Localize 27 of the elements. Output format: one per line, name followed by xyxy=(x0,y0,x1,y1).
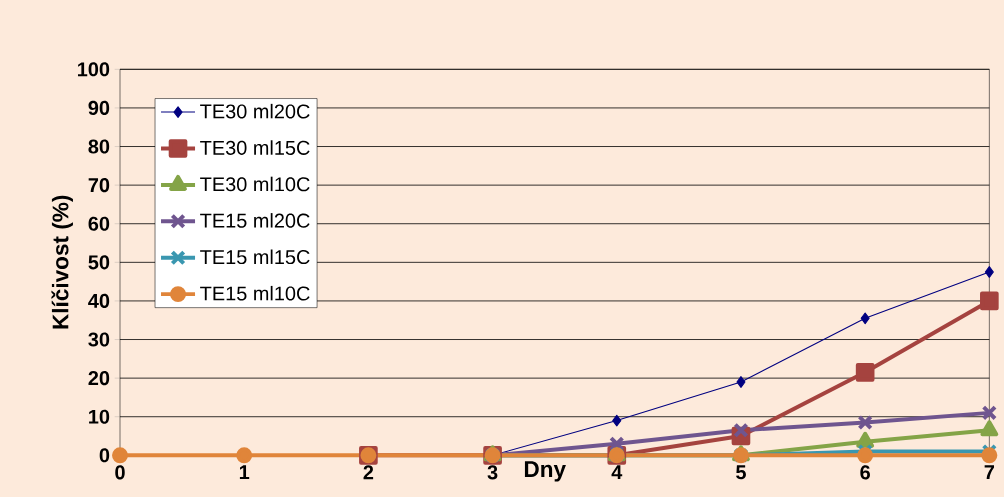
x-axis-title: Dny xyxy=(524,461,566,482)
legend-label: TE15 ml20C xyxy=(200,212,310,228)
y-tick-label: 20 xyxy=(88,370,110,386)
y-tick-label: 40 xyxy=(88,293,110,308)
legend-label: TE30 ml20C xyxy=(200,103,310,119)
x-tick-label: 5 xyxy=(736,465,746,480)
y-tick-label: 80 xyxy=(88,139,110,154)
x-tick-label: 3 xyxy=(487,465,498,480)
legend-label: TE30 ml10C xyxy=(200,176,310,192)
y-tick-label: 0 xyxy=(99,448,110,463)
y-tick-label: 100 xyxy=(77,62,110,77)
legend-label: TE30 ml15C xyxy=(200,140,310,155)
legend-label: TE15 ml15C xyxy=(200,249,310,264)
x-tick-label: 6 xyxy=(860,465,870,480)
y-tick-label: 10 xyxy=(89,409,110,424)
y-tick-label: 60 xyxy=(88,216,110,231)
x-tick-label: 2 xyxy=(363,465,374,480)
y-tick-label: 70 xyxy=(88,177,110,193)
y-tick-label: 30 xyxy=(88,332,110,347)
y-tick-label: 50 xyxy=(88,255,110,270)
x-tick-label: 1 xyxy=(239,465,250,479)
y-tick-label: 90 xyxy=(88,100,110,115)
y-axis-title: Klíčivost (%) xyxy=(51,195,73,329)
x-tick-label: 7 xyxy=(984,465,995,479)
x-tick-label: 4 xyxy=(611,465,623,479)
x-tick-label: 0 xyxy=(115,465,125,480)
legend-label: TE15 ml10C xyxy=(200,285,310,301)
